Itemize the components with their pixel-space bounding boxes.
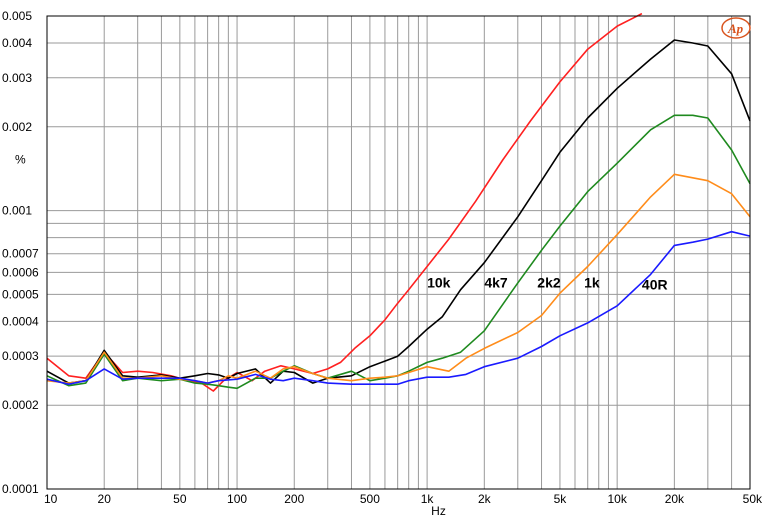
series-layer bbox=[46, 12, 751, 392]
x-tick-label: 5k bbox=[554, 492, 568, 506]
plot-frame bbox=[46, 15, 751, 490]
x-axis-label: Hz bbox=[431, 504, 446, 518]
y-tick-label: 0.005 bbox=[2, 9, 32, 23]
series-line-10k bbox=[46, 12, 643, 392]
y-tick-label: 0.0001 bbox=[2, 482, 39, 496]
y-tick-label: 0.0004 bbox=[2, 314, 39, 328]
x-tick-label: 20k bbox=[665, 492, 685, 506]
y-tick-label: 0.004 bbox=[2, 36, 32, 50]
y-tick-labels: 0.0001 0.0002 0.0003 0.0004 0.0005 0.0006 0.00… bbox=[2, 9, 39, 496]
y-tick-label: 0.0003 bbox=[2, 349, 39, 363]
x-tick-label: 200 bbox=[284, 492, 304, 506]
ap-logo: Ap bbox=[721, 17, 751, 39]
y-tick-label: 0.003 bbox=[2, 71, 32, 85]
series-line-4k7 bbox=[46, 39, 751, 384]
x-tick-label: 10k bbox=[607, 492, 627, 506]
series-label: 40R bbox=[642, 277, 668, 293]
x-tick-label: 100 bbox=[227, 492, 247, 506]
y-axis-label: % bbox=[15, 153, 26, 167]
y-tick-label: 0.0005 bbox=[2, 287, 39, 301]
x-tick-label: 50k bbox=[743, 492, 763, 506]
y-tick-label: 0.0002 bbox=[2, 398, 39, 412]
x-tick-label: 2k bbox=[478, 492, 492, 506]
y-tick-label: 0.002 bbox=[2, 120, 32, 134]
x-tick-label: 50 bbox=[173, 492, 187, 506]
y-tick-label: 0.0006 bbox=[2, 265, 39, 279]
series-line-40R bbox=[46, 230, 751, 386]
x-tick-label: 20 bbox=[98, 492, 112, 506]
x-tick-labels: 10 20 50 100 200 500 1k 2k 5k 10k 20k 50k bbox=[44, 492, 763, 506]
series-labels: 10k 4k7 2k2 1k 40R bbox=[427, 274, 668, 292]
x-tick-label: 1k bbox=[421, 492, 435, 506]
y-tick-label: 0.001 bbox=[2, 204, 32, 218]
series-label: 2k2 bbox=[537, 274, 561, 290]
series-label: 1k bbox=[584, 274, 600, 290]
x-tick-label: 10 bbox=[44, 492, 58, 506]
ap-logo-ring bbox=[721, 17, 751, 39]
ap-logo-text: Ap bbox=[727, 21, 744, 36]
x-tick-label: 500 bbox=[360, 492, 380, 506]
series-line-1k bbox=[46, 173, 751, 384]
y-tick-label: 0.0007 bbox=[2, 247, 39, 261]
series-line-2k2 bbox=[46, 114, 751, 390]
series-label: 4k7 bbox=[484, 274, 508, 290]
series-label: 10k bbox=[427, 274, 451, 290]
grid-minor bbox=[46, 16, 751, 489]
